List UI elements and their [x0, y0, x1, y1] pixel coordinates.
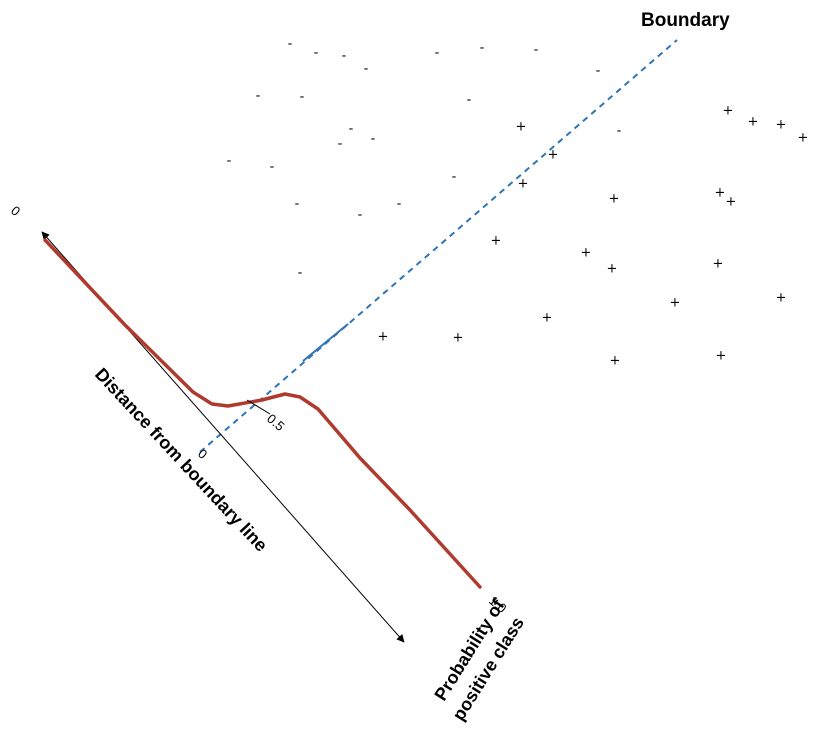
positive-marker: + — [716, 349, 727, 364]
tick-label-half: 0.5 — [264, 411, 287, 434]
positive-marker: + — [748, 115, 759, 130]
positive-marker: + — [607, 262, 618, 277]
positive-marker: + — [726, 195, 737, 210]
positive-marker: + — [609, 192, 620, 207]
positive-marker: + — [453, 331, 464, 346]
half-tick — [246, 399, 271, 415]
boundary-line — [199, 39, 678, 453]
distance-axis-title: Distance from boundary line — [91, 364, 271, 555]
positive-marker: + — [378, 330, 389, 345]
positive-marker: + — [491, 234, 502, 249]
negative-marker: - — [270, 160, 275, 175]
negative-marker: - — [617, 124, 622, 139]
probability-curve — [43, 238, 482, 589]
positive-marker: + — [581, 246, 592, 261]
positive-marker: + — [670, 296, 681, 311]
positive-marker: + — [776, 118, 787, 133]
positive-marker: + — [713, 257, 724, 272]
negative-marker: - — [364, 62, 369, 77]
negative-marker: - — [256, 89, 261, 104]
positive-marker: + — [798, 131, 809, 146]
negative-marker: - — [300, 90, 305, 105]
negative-marker: - — [534, 43, 539, 58]
negative-marker: - — [298, 266, 303, 281]
positive-marker: + — [548, 148, 559, 163]
negative-marker: - — [596, 64, 601, 79]
negative-marker: - — [480, 41, 485, 56]
positive-marker: + — [542, 311, 553, 326]
positive-marker: + — [723, 104, 734, 119]
negative-marker: - — [295, 197, 300, 212]
positive-marker: + — [715, 186, 726, 201]
negative-marker: - — [435, 46, 440, 61]
positive-marker: + — [518, 177, 529, 192]
positive-marker: + — [516, 120, 527, 135]
negative-marker: - — [452, 170, 457, 185]
negative-marker: - — [349, 122, 354, 137]
negative-marker: - — [288, 37, 293, 52]
negative-marker: - — [314, 46, 319, 61]
negative-markers: -- --- - --- - --- --- ------ — [227, 37, 622, 281]
negative-marker: - — [338, 137, 343, 152]
positive-marker: + — [610, 354, 621, 369]
boundary-line-solid-segment — [302, 323, 349, 362]
negative-marker: - — [397, 197, 402, 212]
positive-markers: ++ ++++++ +++++ ++ +++ ++ + — [378, 104, 809, 369]
negative-marker: - — [467, 93, 472, 108]
tick-label-zero-axis: 0 — [8, 203, 23, 219]
boundary-label: Boundary — [641, 10, 730, 31]
negative-marker: - — [342, 49, 347, 64]
positive-marker: + — [776, 291, 787, 306]
negative-marker: - — [371, 132, 376, 147]
negative-marker: - — [358, 208, 363, 223]
tick-label-zero-boundary: 0 — [195, 446, 210, 462]
negative-marker: - — [227, 154, 232, 169]
